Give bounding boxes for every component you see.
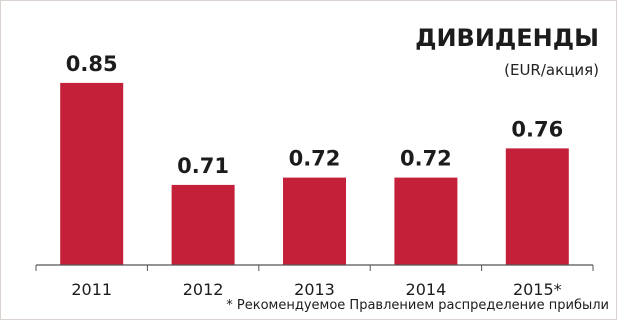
- value-labels-group: 0.85 0.71 0.72 0.72 0.76: [66, 52, 563, 178]
- bar-2011: [60, 82, 124, 266]
- value-label-2014: 0.72: [400, 147, 452, 171]
- chart-title: ДИВИДЕНДЫ: [415, 24, 599, 52]
- x-tick-label-2014: 2014: [406, 280, 447, 299]
- bar-2013: [283, 177, 346, 265]
- x-tick-label-2011: 2011: [71, 280, 112, 299]
- value-label-2015: 0.76: [511, 117, 563, 141]
- x-tick-label-2015: 2015*: [513, 280, 562, 299]
- chart-footnote: * Рекомендуемое Правлением распределение…: [226, 298, 609, 313]
- x-tick-label-2013: 2013: [294, 280, 335, 299]
- chart-subtitle: (EUR/акция): [504, 61, 599, 79]
- bar-2015: [505, 148, 569, 265]
- value-label-2013: 0.72: [289, 147, 341, 171]
- x-axis-ticks-group: [35, 265, 594, 271]
- x-axis-tick-labels-group: 2011 2012 2013 2014 2015*: [71, 280, 561, 299]
- bar-2014: [394, 177, 458, 265]
- value-label-2012: 0.71: [177, 154, 229, 178]
- value-label-2011: 0.85: [66, 52, 118, 76]
- bars-group: [60, 82, 569, 266]
- bar-2012: [171, 184, 235, 265]
- x-tick-label-2012: 2012: [183, 280, 224, 299]
